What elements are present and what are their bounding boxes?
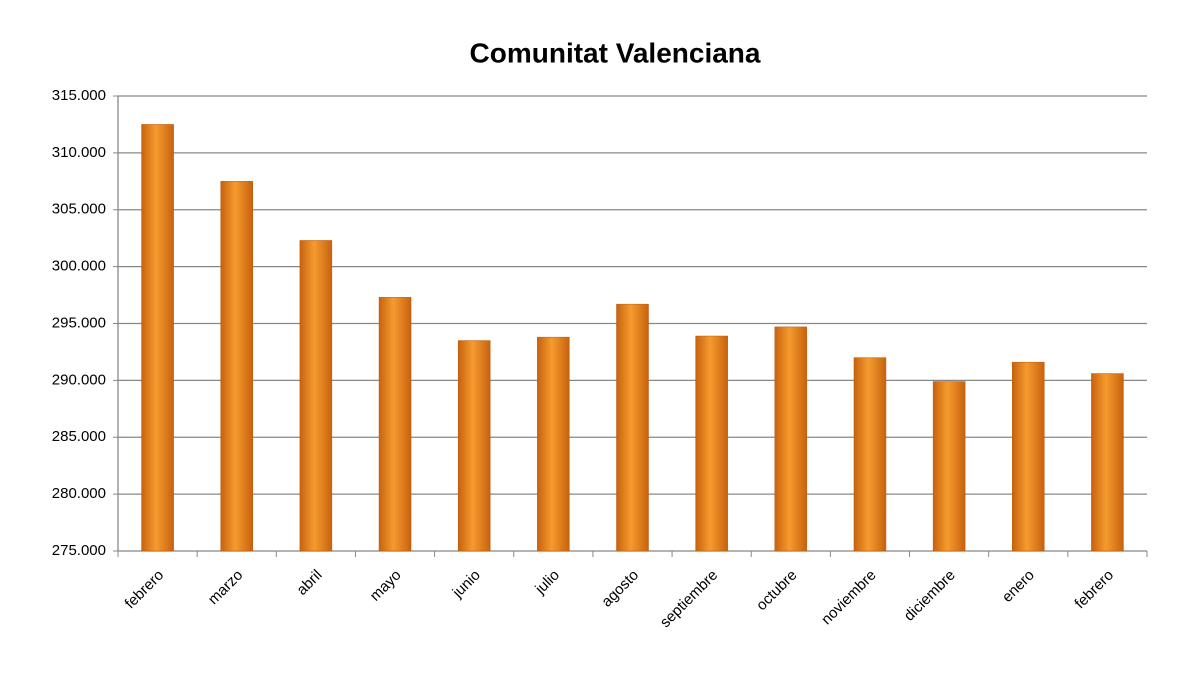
y-tick-label: 280.000 bbox=[52, 485, 106, 502]
y-tick-label: 300.000 bbox=[52, 258, 106, 275]
bar bbox=[299, 240, 333, 552]
y-tick-label: 275.000 bbox=[52, 542, 106, 559]
x-tick-label: abril bbox=[293, 567, 325, 599]
x-tick-label: noviembre bbox=[818, 567, 880, 629]
y-tick-label: 290.000 bbox=[52, 371, 106, 388]
bar bbox=[774, 326, 808, 552]
y-tick-label: 285.000 bbox=[52, 428, 106, 445]
bar bbox=[1012, 361, 1045, 552]
bar bbox=[537, 336, 570, 552]
bar bbox=[616, 303, 649, 552]
y-tick-label: 315.000 bbox=[52, 87, 106, 104]
bar bbox=[853, 357, 887, 552]
x-tick-label: mayo bbox=[367, 567, 405, 605]
bar bbox=[141, 124, 174, 552]
x-tick-label: febrero bbox=[1071, 567, 1117, 613]
x-tick-label: agosto bbox=[598, 567, 642, 611]
x-tick-label: junio bbox=[449, 567, 484, 602]
x-tick-label: enero bbox=[999, 567, 1038, 606]
x-tick-label: julio bbox=[531, 567, 563, 599]
y-tick-label: 295.000 bbox=[52, 314, 106, 331]
chart-title: Comunitat Valenciana bbox=[470, 37, 761, 68]
y-tick-label: 305.000 bbox=[52, 201, 106, 218]
x-tick-label: marzo bbox=[205, 567, 246, 608]
x-tick-label: octubre bbox=[753, 567, 800, 614]
bar bbox=[1091, 373, 1124, 552]
bar bbox=[457, 340, 491, 552]
bar bbox=[932, 381, 966, 552]
bar bbox=[220, 181, 253, 552]
x-tick-label: febrero bbox=[122, 567, 168, 613]
y-tick-label: 310.000 bbox=[52, 144, 106, 161]
x-tick-label: septiembre bbox=[657, 567, 721, 631]
x-tick-label: diciembre bbox=[901, 567, 959, 625]
bar bbox=[695, 335, 728, 552]
bar bbox=[378, 297, 412, 552]
